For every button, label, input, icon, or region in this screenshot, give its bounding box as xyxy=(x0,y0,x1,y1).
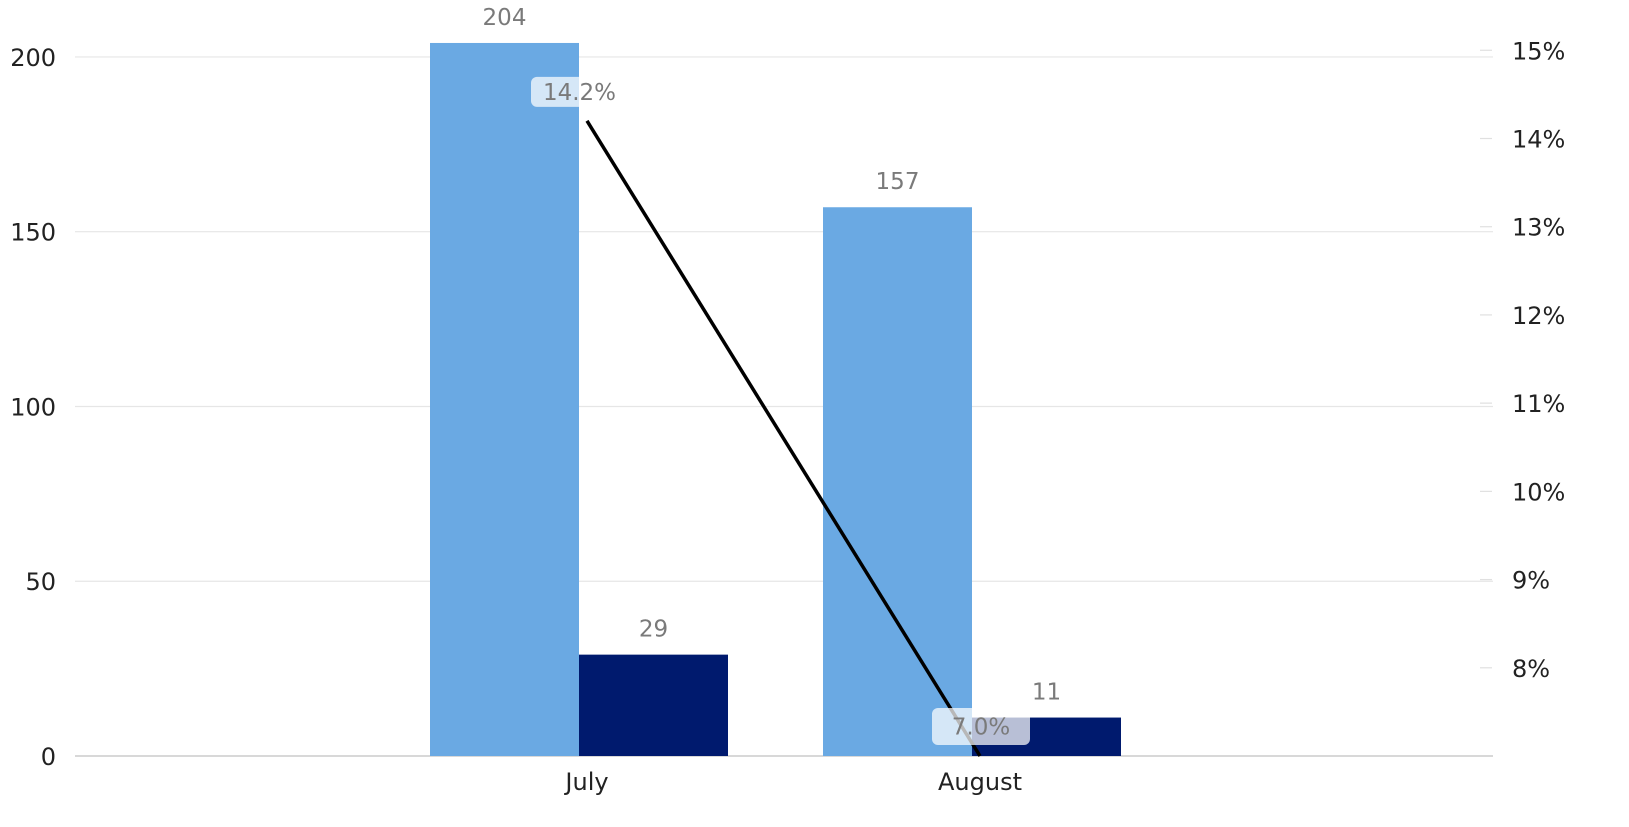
right-tick-label: 13% xyxy=(1512,214,1565,242)
gridlines xyxy=(75,56,1493,757)
right-tick-label: 14% xyxy=(1512,126,1565,154)
bar-value-label: 204 xyxy=(483,5,527,31)
category-label: July xyxy=(563,768,608,796)
left-tick-label: 100 xyxy=(10,393,56,421)
bar xyxy=(430,42,579,756)
right-tick-label: 11% xyxy=(1512,390,1565,418)
bar-value-label: 157 xyxy=(876,169,920,195)
rate-label-box xyxy=(531,76,628,107)
right-tick-label: 9% xyxy=(1512,567,1550,595)
bar xyxy=(823,207,972,756)
left-tick-label: 200 xyxy=(10,44,56,72)
left-tick-label: 0 xyxy=(41,743,56,771)
rate-value-label: 14.2% xyxy=(543,80,616,106)
right-tick-label: 8% xyxy=(1512,655,1550,683)
right-tick-label: 10% xyxy=(1512,478,1565,506)
data-labels: 204 29 157 11 14.2% 7.0% xyxy=(483,5,1061,745)
left-axis: 0 50 100 150 200 xyxy=(10,44,56,771)
right-tick-label: 15% xyxy=(1512,37,1565,65)
rate-value-label: 7.0% xyxy=(952,715,1010,741)
bar-value-label: 11 xyxy=(1032,680,1061,706)
rate-line xyxy=(585,119,982,757)
category-label: August xyxy=(938,768,1022,796)
rate-line-path xyxy=(585,119,982,757)
left-tick-label: 150 xyxy=(10,219,56,247)
bar xyxy=(579,654,728,756)
left-tick-label: 50 xyxy=(25,568,56,596)
right-tick-label: 12% xyxy=(1512,302,1565,330)
right-axis: 8% 9% 10% 11% 12% 13% 14% 15% xyxy=(1480,37,1565,683)
bar-value-label: 29 xyxy=(639,617,668,643)
bars xyxy=(430,42,1121,756)
rate-label-box xyxy=(932,708,1030,745)
x-axis: July August xyxy=(563,768,1022,796)
